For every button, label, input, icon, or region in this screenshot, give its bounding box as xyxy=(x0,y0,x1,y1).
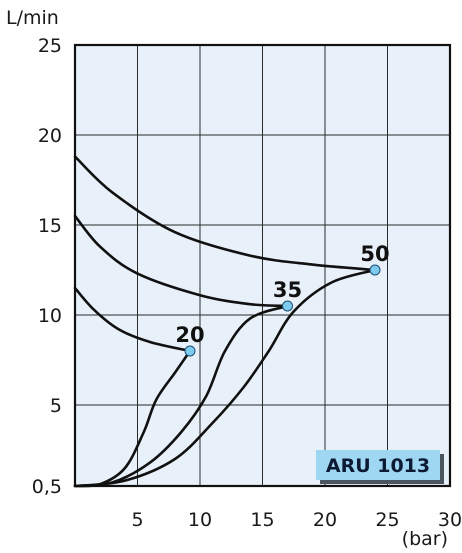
x-tick-label: 25 xyxy=(375,509,399,531)
x-tick-label: 20 xyxy=(313,509,337,531)
x-tick-label: 30 xyxy=(438,509,462,531)
badge-box xyxy=(316,450,440,480)
x-axis-label: (bar) xyxy=(402,528,448,550)
y-tick-label: 25 xyxy=(38,35,62,57)
y-tick-label: 0,5 xyxy=(32,476,62,498)
badge-text: ARU 1013 xyxy=(326,455,430,477)
curve-labels: 20 35 50 xyxy=(175,242,389,347)
y-tick-label: 5 xyxy=(50,395,62,417)
markers xyxy=(184,264,381,357)
y-tick-label: 15 xyxy=(38,215,62,237)
marker-20 xyxy=(184,345,196,357)
y-axis-label: L/min xyxy=(6,7,59,29)
model-badge: ARU 1013 xyxy=(316,450,444,484)
curves xyxy=(73,155,377,488)
x-tick-label: 5 xyxy=(131,509,143,531)
curve-label-20: 20 xyxy=(175,323,204,347)
y-tick-label: 10 xyxy=(38,305,62,327)
curve-label-50: 50 xyxy=(360,242,389,266)
curve-fall-35 xyxy=(73,214,289,308)
y-tick-labels: 0,5 5 10 15 20 25 xyxy=(32,35,62,498)
x-tick-labels: 5 10 15 20 25 30 xyxy=(131,509,462,531)
grid xyxy=(75,45,450,486)
curve-rise-50 xyxy=(73,268,377,488)
marker-50 xyxy=(369,264,381,276)
curve-fall-50 xyxy=(73,155,377,272)
marker-35 xyxy=(282,300,293,312)
curve-fall-20 xyxy=(73,286,192,353)
curve-label-35: 35 xyxy=(273,278,302,302)
plot-frame xyxy=(73,43,452,488)
x-tick-label: 10 xyxy=(188,509,212,531)
x-tick-label: 15 xyxy=(250,509,274,531)
y-tick-label: 20 xyxy=(38,125,62,147)
